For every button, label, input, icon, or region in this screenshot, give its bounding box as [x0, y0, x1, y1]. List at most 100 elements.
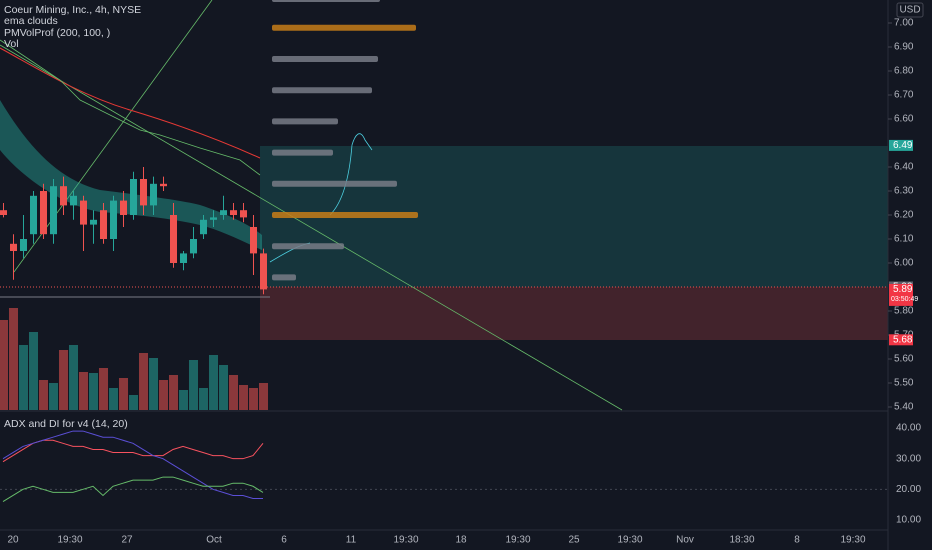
y-tick-label: 6.10 — [894, 234, 914, 245]
volume-bar — [179, 390, 188, 410]
volume-bar — [159, 380, 168, 410]
volume-bar — [59, 350, 68, 410]
price-marker-label: 5.68 — [893, 334, 913, 345]
x-tick-label: 18 — [455, 535, 467, 546]
volume-bar — [19, 345, 28, 410]
candle-body — [250, 227, 257, 254]
volume-bar — [99, 368, 108, 410]
volume-profile-bar — [272, 212, 418, 218]
candle-body — [260, 253, 267, 290]
x-tick-label: 19:30 — [57, 535, 82, 546]
x-tick-label: 25 — [568, 535, 580, 546]
x-tick-label: 27 — [121, 535, 133, 546]
x-tick-label: 11 — [346, 535, 357, 546]
y-tick-label: 6.70 — [894, 90, 914, 101]
volume-profile-bar — [272, 24, 416, 31]
trend-line — [0, 44, 623, 411]
volume-profile-bar — [272, 56, 378, 62]
price-marker — [889, 334, 913, 346]
y-tick-label: 5.50 — [894, 378, 914, 389]
x-tick-label: 19:30 — [617, 535, 642, 546]
candle-body — [20, 239, 27, 251]
x-tick-label: 18:30 — [729, 535, 754, 546]
currency-box[interactable] — [896, 2, 924, 18]
candle-body — [230, 210, 237, 215]
volume-profile-bar — [272, 180, 397, 187]
y-tick-label: 6.40 — [894, 162, 914, 173]
volume-bar — [139, 353, 148, 410]
candle-body — [80, 200, 87, 225]
loss-zone — [260, 287, 888, 340]
volume-bar — [119, 378, 128, 410]
volume-bar — [49, 383, 58, 410]
candle-body — [190, 239, 197, 254]
price-marker — [889, 283, 913, 306]
volume-bar — [199, 388, 208, 410]
x-tick-label: 8 — [794, 535, 800, 546]
y-tick-label: 6.30 — [894, 186, 914, 197]
price-marker — [889, 139, 913, 151]
volume-bar — [239, 385, 248, 410]
x-tick-label: 20 — [7, 535, 19, 546]
symbol-title: Coeur Mining, Inc., 4h, NYSE — [4, 4, 141, 16]
ema-cloud — [0, 100, 262, 250]
candle-body — [110, 200, 117, 239]
x-tick-label: 6 — [281, 535, 287, 546]
y-tick-label: 6.90 — [894, 42, 914, 53]
volume-profile-bar — [272, 87, 372, 94]
candle-body — [120, 200, 127, 215]
y-tick-label: 5.60 — [894, 354, 914, 365]
y-tick-label: 6.80 — [894, 66, 914, 77]
volume-bar — [209, 355, 218, 410]
candle-body — [240, 210, 247, 218]
price-marker-label: 6.49 — [893, 140, 913, 151]
candle-body — [160, 183, 167, 187]
ema-line — [0, 47, 261, 159]
candle-body — [130, 179, 137, 215]
y-tick-label: 30.00 — [896, 453, 921, 464]
candle-body — [180, 253, 187, 263]
candle-body — [170, 215, 177, 263]
candle-body — [90, 219, 97, 225]
y-tick-label: 6.60 — [894, 114, 914, 125]
candle-body — [60, 186, 67, 206]
candle-body — [30, 195, 37, 235]
candle-body — [40, 191, 47, 235]
y-tick-label: 5.40 — [894, 402, 914, 413]
volume-bar — [89, 373, 98, 410]
candle-body — [140, 179, 147, 206]
candle-body — [200, 219, 207, 235]
y-tick-label: 10.00 — [896, 515, 921, 526]
volume-bar — [149, 358, 158, 410]
volume-bar — [259, 383, 268, 410]
volume-bar — [249, 388, 258, 410]
candle-body — [100, 210, 107, 239]
candle-body — [220, 210, 227, 215]
x-tick-label: Nov — [676, 535, 694, 546]
indicator-label: PMVolProf (200, 100, ) — [4, 27, 110, 39]
y-tick-label: 40.00 — [896, 423, 921, 434]
price-marker-label: 5.89 — [893, 284, 913, 295]
volume-bar — [109, 388, 118, 410]
currency[interactable]: USD — [899, 5, 920, 16]
ema-line — [0, 39, 261, 176]
volume-profile-bar — [272, 243, 344, 250]
adx-line — [2, 430, 263, 500]
candle-body — [150, 183, 157, 206]
volume-profile-bar — [272, 274, 296, 281]
indicator-label: Vol — [4, 38, 19, 50]
adx-line — [2, 476, 264, 503]
volume-bar — [79, 372, 88, 410]
countdown: 03:50:49 — [891, 296, 918, 303]
x-tick-label: Oct — [206, 535, 222, 546]
volume-bar — [9, 308, 18, 410]
volume-bar — [0, 320, 8, 410]
x-tick-label: 19:30 — [840, 535, 865, 546]
y-tick-label: 6.00 — [894, 258, 914, 269]
volume-bar — [169, 375, 178, 410]
y-tick-label: 5.80 — [894, 306, 914, 317]
candle-body — [210, 217, 217, 220]
candle-body — [50, 186, 57, 235]
adx-line — [2, 439, 264, 463]
